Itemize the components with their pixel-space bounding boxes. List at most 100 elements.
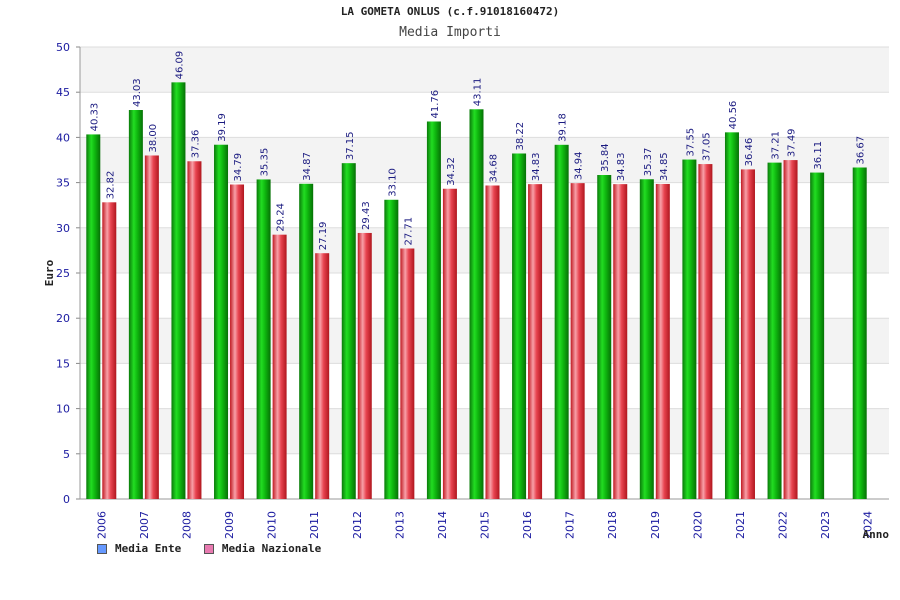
data-label-media-ente: 46.09 <box>174 51 185 80</box>
x-tick-label: 2012 <box>351 511 364 539</box>
data-label-media-nazionale: 36.46 <box>744 138 755 167</box>
chart-subtitle: Media Importi <box>399 25 501 40</box>
bar-media-nazionale <box>230 184 245 499</box>
x-tick-label: 2006 <box>95 511 108 539</box>
background-band <box>80 92 889 138</box>
bar-media-nazionale <box>740 169 755 499</box>
bar-media-ente <box>810 172 825 499</box>
data-label-media-nazionale: 34.94 <box>574 152 585 181</box>
data-label-media-ente: 39.18 <box>558 113 569 142</box>
y-tick-label: 30 <box>56 222 70 235</box>
data-label-media-nazionale: 34.79 <box>233 153 244 182</box>
bar-media-ente <box>426 121 441 500</box>
bars <box>86 82 867 500</box>
bar-media-nazionale <box>187 161 202 499</box>
data-label-media-nazionale: 37.36 <box>190 130 201 159</box>
bar-media-ente <box>639 179 654 500</box>
y-tick-label: 35 <box>56 177 70 190</box>
bar-media-nazionale <box>655 183 670 499</box>
bar-media-ente <box>256 179 271 499</box>
data-label-media-ente: 37.55 <box>685 128 696 157</box>
bar-media-ente <box>86 134 101 499</box>
y-tick-label: 0 <box>63 493 70 506</box>
x-tick-label: 2021 <box>734 511 747 539</box>
bar-media-ente <box>512 153 527 499</box>
x-tick-label: 2020 <box>691 511 704 539</box>
data-label-media-nazionale: 27.71 <box>403 217 414 246</box>
x-tick-label: 2014 <box>436 511 449 539</box>
bar-media-ente <box>767 162 782 500</box>
data-label-media-ente: 43.11 <box>473 78 484 107</box>
y-axis-label: Euro <box>43 259 56 286</box>
data-label-media-nazionale: 34.83 <box>616 152 627 181</box>
x-tick-labels: 2006 2007 2008 2009 2010 2011 2012 2013 2014 2015… <box>95 511 874 539</box>
x-tick-label: 2011 <box>308 511 321 539</box>
bar-media-ente <box>171 82 186 499</box>
legend-swatch-media-ente <box>97 543 107 554</box>
data-label-media-ente: 37.21 <box>771 131 782 160</box>
bar-media-ente <box>384 199 399 499</box>
data-label-media-ente: 40.33 <box>89 103 100 132</box>
legend-label-media-ente: Media Ente <box>115 542 182 555</box>
data-label-media-nazionale: 29.43 <box>361 201 372 230</box>
x-tick-label: 2015 <box>479 511 492 539</box>
bar-media-nazionale <box>613 184 628 500</box>
data-label-media-ente: 36.67 <box>856 136 867 165</box>
chart-title: LA GOMETA ONLUS (c.f.91018160472) <box>340 5 560 18</box>
y-tick-label: 50 <box>56 41 70 54</box>
bar-media-nazionale <box>528 184 543 500</box>
data-label-media-nazionale: 34.85 <box>659 152 670 181</box>
data-label-media-nazionale: 34.68 <box>489 154 500 183</box>
x-tick-label: 2008 <box>180 511 193 539</box>
data-label-media-nazionale: 29.24 <box>276 203 287 232</box>
data-label-media-ente: 34.87 <box>302 152 313 181</box>
data-label-media-ente: 35.35 <box>260 148 271 177</box>
y-tick-label: 20 <box>56 312 70 325</box>
data-label-media-nazionale: 37.05 <box>701 132 712 161</box>
background-band <box>80 47 889 93</box>
data-label-media-nazionale: 27.19 <box>318 222 329 251</box>
x-tick-label: 2013 <box>393 511 406 539</box>
x-tick-label: 2024 <box>862 511 875 539</box>
x-tick-label: 2007 <box>138 511 151 539</box>
bar-media-ente <box>214 144 229 499</box>
x-tick-label: 2017 <box>564 511 577 539</box>
legend-swatch-media-nazionale <box>203 543 214 554</box>
x-tick-label: 2022 <box>777 511 790 539</box>
bar-media-nazionale <box>272 234 287 499</box>
data-label-media-ente: 33.10 <box>387 168 398 197</box>
y-tick-label: 5 <box>63 448 70 461</box>
bar-media-ente <box>341 163 356 499</box>
data-label-media-ente: 41.76 <box>430 90 441 119</box>
bar-media-ente <box>128 110 143 500</box>
data-label-media-ente: 36.11 <box>813 141 824 170</box>
data-label-media-ente: 39.19 <box>217 113 228 142</box>
bar-media-nazionale <box>485 185 500 499</box>
data-label-media-nazionale: 34.32 <box>446 157 457 186</box>
data-label-media-ente: 37.15 <box>345 132 356 161</box>
bar-media-ente <box>299 183 314 499</box>
x-tick-label: 2009 <box>223 511 236 539</box>
x-tick-label: 2019 <box>649 511 662 539</box>
data-labels: 40.33 32.82 43.03 38.00 46.09 37.36 39.19 34.79… <box>89 51 866 250</box>
bar-media-nazionale <box>315 253 330 499</box>
x-tick-label: 2023 <box>819 511 832 539</box>
data-label-media-ente: 40.56 <box>728 101 739 130</box>
bar-media-ente <box>469 109 484 500</box>
data-label-media-ente: 35.84 <box>600 143 611 172</box>
y-tick-label: 25 <box>56 267 70 280</box>
bar-media-ente <box>682 159 697 499</box>
data-label-media-nazionale: 38.00 <box>148 124 159 153</box>
legend-item-media-ente: Media Ente <box>97 542 181 555</box>
bar-media-nazionale <box>144 155 159 500</box>
data-label-media-nazionale: 37.49 <box>787 128 798 157</box>
x-axis-label: Anno <box>863 528 890 541</box>
y-tick-label: 40 <box>56 131 70 144</box>
x-tick-label: 2018 <box>606 511 619 539</box>
bar-media-nazionale <box>442 188 457 499</box>
data-label-media-ente: 35.37 <box>643 148 654 177</box>
y-tick-label: 10 <box>56 403 70 416</box>
x-tick-label: 2016 <box>521 511 534 539</box>
y-tick-label: 15 <box>56 357 70 370</box>
